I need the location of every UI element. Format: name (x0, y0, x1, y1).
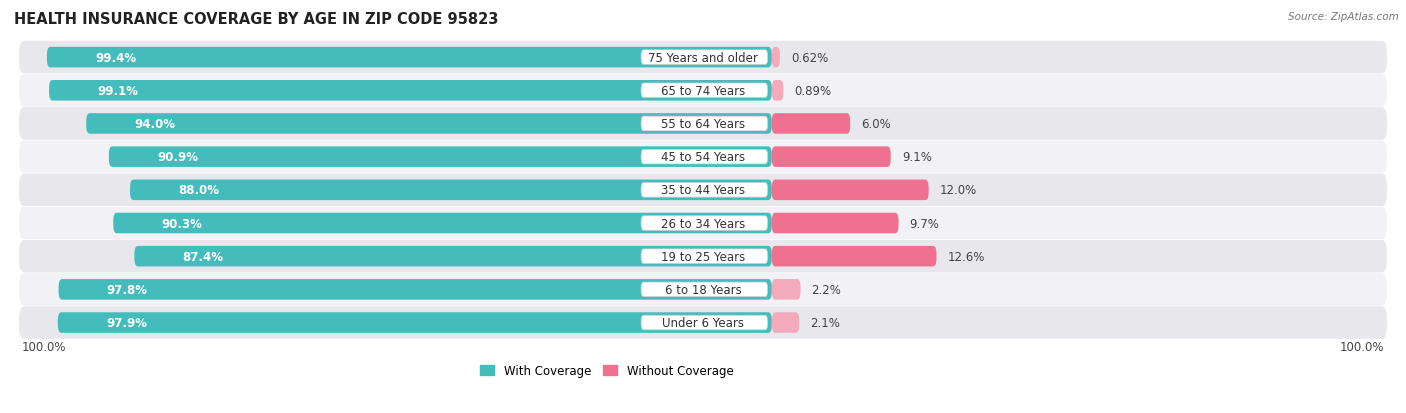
FancyBboxPatch shape (20, 174, 1386, 206)
FancyBboxPatch shape (641, 316, 768, 330)
Text: 6.0%: 6.0% (862, 118, 891, 131)
Text: 100.0%: 100.0% (22, 340, 66, 353)
Text: 9.7%: 9.7% (910, 217, 939, 230)
FancyBboxPatch shape (772, 280, 800, 300)
FancyBboxPatch shape (49, 81, 772, 101)
Text: 99.1%: 99.1% (97, 85, 138, 97)
Text: 90.9%: 90.9% (157, 151, 198, 164)
Text: 65 to 74 Years: 65 to 74 Years (661, 85, 745, 97)
FancyBboxPatch shape (641, 282, 768, 297)
FancyBboxPatch shape (20, 306, 1386, 339)
Text: 99.4%: 99.4% (96, 52, 136, 64)
Text: 19 to 25 Years: 19 to 25 Years (661, 250, 745, 263)
FancyBboxPatch shape (772, 213, 898, 234)
FancyBboxPatch shape (641, 84, 768, 98)
Text: Source: ZipAtlas.com: Source: ZipAtlas.com (1288, 12, 1399, 22)
FancyBboxPatch shape (772, 81, 783, 101)
Text: 97.9%: 97.9% (105, 316, 148, 329)
Text: 75 Years and older: 75 Years and older (648, 52, 758, 64)
Text: 97.8%: 97.8% (107, 283, 148, 296)
Text: Under 6 Years: Under 6 Years (662, 316, 744, 329)
Text: 2.2%: 2.2% (811, 283, 841, 296)
FancyBboxPatch shape (641, 216, 768, 231)
Text: 0.89%: 0.89% (794, 85, 831, 97)
Text: 9.1%: 9.1% (901, 151, 932, 164)
Text: 45 to 54 Years: 45 to 54 Years (661, 151, 745, 164)
FancyBboxPatch shape (20, 207, 1386, 240)
FancyBboxPatch shape (772, 48, 780, 68)
FancyBboxPatch shape (772, 147, 891, 168)
FancyBboxPatch shape (129, 180, 772, 201)
FancyBboxPatch shape (641, 249, 768, 264)
Text: 100.0%: 100.0% (1340, 340, 1384, 353)
FancyBboxPatch shape (58, 313, 772, 333)
FancyBboxPatch shape (20, 141, 1386, 173)
FancyBboxPatch shape (641, 150, 768, 164)
Text: 88.0%: 88.0% (179, 184, 219, 197)
FancyBboxPatch shape (20, 108, 1386, 140)
Legend: With Coverage, Without Coverage: With Coverage, Without Coverage (475, 359, 738, 382)
Text: 94.0%: 94.0% (135, 118, 176, 131)
Text: 87.4%: 87.4% (183, 250, 224, 263)
FancyBboxPatch shape (114, 213, 772, 234)
FancyBboxPatch shape (86, 114, 772, 134)
Text: 12.6%: 12.6% (948, 250, 984, 263)
FancyBboxPatch shape (46, 48, 772, 68)
FancyBboxPatch shape (772, 246, 936, 267)
Text: 90.3%: 90.3% (162, 217, 202, 230)
FancyBboxPatch shape (20, 240, 1386, 273)
Text: 2.1%: 2.1% (810, 316, 841, 329)
FancyBboxPatch shape (20, 42, 1386, 74)
FancyBboxPatch shape (20, 75, 1386, 107)
FancyBboxPatch shape (108, 147, 772, 168)
FancyBboxPatch shape (135, 246, 772, 267)
FancyBboxPatch shape (772, 114, 851, 134)
Text: 0.62%: 0.62% (792, 52, 828, 64)
Text: HEALTH INSURANCE COVERAGE BY AGE IN ZIP CODE 95823: HEALTH INSURANCE COVERAGE BY AGE IN ZIP … (14, 12, 499, 27)
Text: 6 to 18 Years: 6 to 18 Years (665, 283, 741, 296)
FancyBboxPatch shape (772, 180, 929, 201)
Text: 26 to 34 Years: 26 to 34 Years (661, 217, 745, 230)
FancyBboxPatch shape (641, 117, 768, 131)
Text: 12.0%: 12.0% (939, 184, 977, 197)
FancyBboxPatch shape (20, 273, 1386, 306)
FancyBboxPatch shape (641, 183, 768, 198)
Text: 55 to 64 Years: 55 to 64 Years (661, 118, 745, 131)
Text: 35 to 44 Years: 35 to 44 Years (661, 184, 745, 197)
FancyBboxPatch shape (772, 313, 799, 333)
FancyBboxPatch shape (641, 51, 768, 65)
FancyBboxPatch shape (59, 280, 772, 300)
